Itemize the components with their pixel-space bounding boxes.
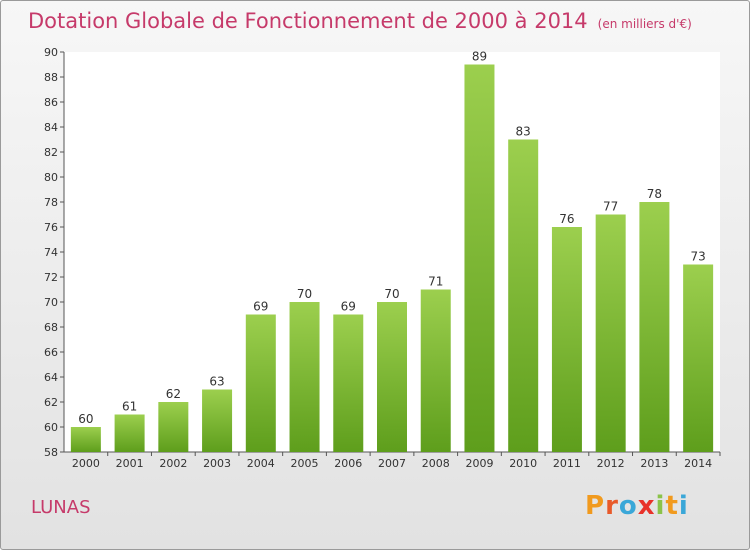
y-tick-label: 74	[44, 246, 58, 259]
bar-value-label: 76	[559, 212, 574, 226]
bar	[114, 414, 145, 452]
y-tick-label: 78	[44, 196, 58, 209]
y-tick-label: 68	[44, 321, 58, 334]
bar	[683, 264, 714, 452]
x-tick-label: 2013	[640, 457, 668, 470]
bar-value-label: 63	[209, 375, 224, 389]
x-tick-label: 2012	[597, 457, 625, 470]
logo-letter: o	[618, 491, 638, 521]
bar-value-label: 60	[78, 412, 93, 426]
y-tick-label: 82	[44, 146, 58, 159]
x-tick-label: 2001	[116, 457, 144, 470]
x-tick-label: 2007	[378, 457, 406, 470]
bar-value-label: 70	[384, 287, 399, 301]
bar	[70, 427, 101, 452]
logo-letter: i	[678, 491, 689, 521]
title-text: Dotation Globale de Fonctionnement de 20…	[28, 9, 588, 33]
x-tick-label: 2005	[291, 457, 319, 470]
bar-value-label: 69	[341, 300, 356, 314]
bar	[508, 139, 539, 452]
proxiti-logo: Proxiti	[585, 491, 689, 521]
bar-value-label: 77	[603, 200, 618, 214]
x-tick-label: 2004	[247, 457, 275, 470]
x-tick-label: 2000	[72, 457, 100, 470]
y-tick-label: 88	[44, 71, 58, 84]
bar	[202, 389, 233, 452]
bar	[245, 314, 276, 452]
bar	[420, 289, 451, 452]
chart-title: Dotation Globale de Fonctionnement de 20…	[28, 9, 692, 33]
y-tick-label: 62	[44, 396, 58, 409]
commune-name: LUNAS	[31, 497, 91, 518]
x-tick-label: 2010	[509, 457, 537, 470]
bar-value-label: 78	[647, 187, 662, 201]
y-tick-label: 64	[44, 371, 58, 384]
bar-value-label: 62	[166, 387, 181, 401]
y-tick-label: 70	[44, 296, 58, 309]
bar	[333, 314, 364, 452]
y-tick-label: 66	[44, 346, 58, 359]
x-tick-label: 2002	[159, 457, 187, 470]
y-tick-label: 80	[44, 171, 58, 184]
bar-value-label: 61	[122, 400, 137, 414]
bar	[551, 227, 582, 452]
bar-value-label: 70	[297, 287, 312, 301]
x-tick-label: 2009	[465, 457, 493, 470]
x-tick-label: 2011	[553, 457, 581, 470]
bar	[639, 202, 670, 452]
bar-value-label: 83	[516, 125, 531, 139]
bar	[595, 214, 626, 452]
bar-value-label: 71	[428, 275, 443, 289]
bar	[464, 64, 495, 452]
y-tick-label: 90	[44, 46, 58, 59]
logo-letter: P	[585, 491, 606, 521]
bar-value-label: 69	[253, 300, 268, 314]
bar-value-label: 89	[472, 50, 487, 64]
y-tick-label: 84	[44, 121, 58, 134]
y-tick-label: 58	[44, 446, 58, 459]
bar	[289, 302, 320, 452]
y-tick-label: 60	[44, 421, 58, 434]
logo-letter: i	[655, 491, 666, 521]
logo-letter: x	[637, 491, 656, 521]
x-tick-label: 2014	[684, 457, 712, 470]
bar-value-label: 73	[690, 250, 705, 264]
chart-subtitle: (en milliers d'€)	[597, 17, 692, 31]
x-tick-label: 2003	[203, 457, 231, 470]
logo-letter: t	[665, 491, 679, 521]
y-tick-label: 76	[44, 221, 58, 234]
y-tick-label: 86	[44, 96, 58, 109]
bar	[158, 402, 189, 452]
x-tick-label: 2008	[422, 457, 450, 470]
x-tick-label: 2006	[334, 457, 362, 470]
logo-letter: r	[605, 491, 619, 521]
y-tick-label: 72	[44, 271, 58, 284]
bar	[377, 302, 407, 452]
